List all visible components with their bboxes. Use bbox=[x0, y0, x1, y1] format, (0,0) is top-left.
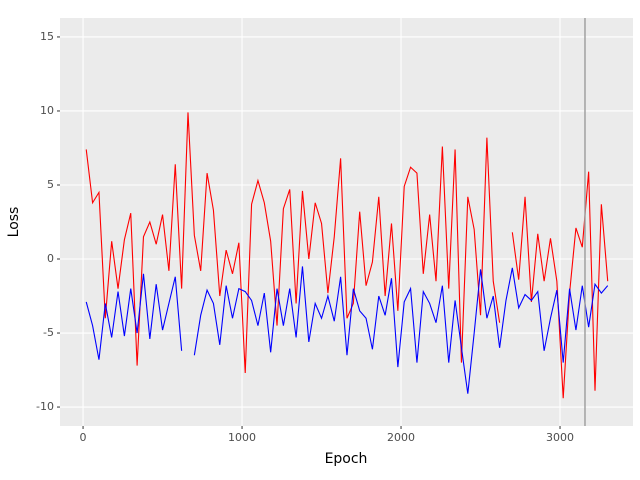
y-tick-label: 0 bbox=[47, 252, 54, 265]
y-axis-title: Loss bbox=[6, 207, 22, 238]
x-tick-label: 0 bbox=[80, 431, 87, 444]
y-tick-label: 10 bbox=[40, 104, 54, 117]
y-tick-label: -5 bbox=[43, 326, 54, 339]
y-tick-label: 15 bbox=[40, 30, 54, 43]
x-tick-label: 2000 bbox=[387, 431, 415, 444]
series-line bbox=[511, 171, 609, 399]
series-line bbox=[85, 112, 501, 374]
x-tick-label: 1000 bbox=[228, 431, 256, 444]
plot-background bbox=[60, 18, 633, 426]
series-line bbox=[85, 273, 183, 360]
x-axis-title: Epoch bbox=[325, 451, 368, 467]
y-tick-label: 5 bbox=[47, 178, 54, 191]
y-tick-label: -10 bbox=[36, 400, 54, 413]
x-tick-label: 3000 bbox=[546, 431, 574, 444]
series-line bbox=[193, 266, 609, 394]
